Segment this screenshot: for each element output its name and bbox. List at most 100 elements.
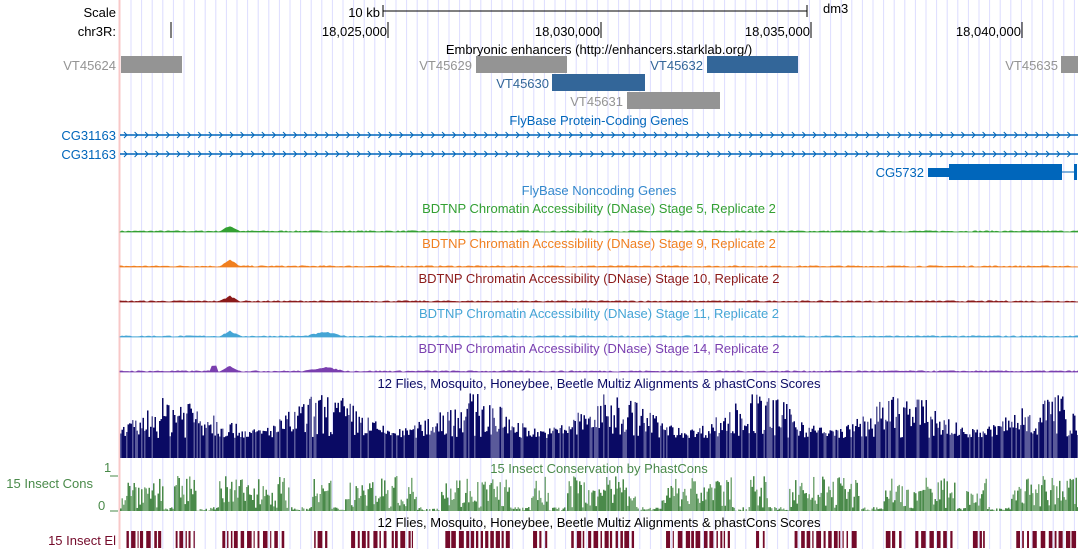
multiz-bar xyxy=(949,434,951,458)
multiz-bar xyxy=(408,434,410,458)
cons-bar xyxy=(808,494,810,511)
multiz-bar xyxy=(502,427,504,458)
cons-bar xyxy=(867,509,869,511)
gene-CG31163[interactable]: CG31163 xyxy=(61,128,1078,143)
multiz-bar xyxy=(601,422,603,458)
enhancer-feature[interactable]: VT45631 xyxy=(570,92,720,109)
multiz-bar xyxy=(430,430,432,458)
cons-bar xyxy=(750,479,752,511)
multiz-bar xyxy=(511,426,513,458)
cons-bar xyxy=(528,507,530,511)
track-title-enhancers[interactable]: Embryonic enhancers (http://enhancers.st… xyxy=(446,42,752,57)
cons-bar xyxy=(534,488,536,511)
cons-bar xyxy=(397,502,399,511)
track-title-coding-genes[interactable]: FlyBase Protein-Coding Genes xyxy=(509,113,689,128)
conserved-element xyxy=(943,531,947,548)
multiz-bar xyxy=(798,435,800,458)
cons-bar xyxy=(201,509,203,511)
track-title-dnase[interactable]: BDTNP Chromatin Accessibility (DNase) St… xyxy=(422,236,776,251)
track-title-dnase[interactable]: BDTNP Chromatin Accessibility (DNase) St… xyxy=(418,271,779,286)
cons-bar xyxy=(853,496,855,511)
multiz-bar xyxy=(555,428,557,458)
multiz-bar xyxy=(1012,427,1014,458)
conserved-element xyxy=(458,531,464,548)
multiz-bar xyxy=(741,418,743,458)
cons-bar xyxy=(1068,487,1070,511)
multiz-bar xyxy=(921,400,923,458)
cons-bar xyxy=(199,509,201,511)
track-title-elements[interactable]: 12 Flies, Mosquito, Honeybee, Beetle Mul… xyxy=(378,515,821,530)
multiz-bar xyxy=(556,429,558,458)
cons-bar xyxy=(175,485,177,511)
cons-bar xyxy=(1057,497,1059,511)
multiz-bar xyxy=(762,433,764,458)
multiz-bar xyxy=(976,429,978,458)
enhancer-feature[interactable]: VT45624 xyxy=(63,56,182,73)
multiz-bar xyxy=(384,432,386,458)
cons-bar xyxy=(438,510,440,511)
track-title-dnase[interactable]: BDTNP Chromatin Accessibility (DNase) St… xyxy=(422,201,776,216)
track-title-dnase[interactable]: BDTNP Chromatin Accessibility (DNase) St… xyxy=(419,306,779,321)
multiz-bar xyxy=(577,412,579,458)
cons-bar xyxy=(817,494,819,511)
cons-bar xyxy=(517,507,519,511)
cons-bar xyxy=(252,500,254,511)
cons-bar xyxy=(496,486,498,511)
cons-bar xyxy=(402,501,404,511)
multiz-bar xyxy=(654,418,656,458)
multiz-bar xyxy=(582,429,584,458)
multiz-bar xyxy=(523,427,525,458)
cons-bar xyxy=(151,490,153,511)
cons-bar xyxy=(379,496,381,511)
multiz-bar xyxy=(694,437,696,458)
cons-bar xyxy=(294,508,296,511)
multiz-bar xyxy=(615,427,617,458)
cons-bar xyxy=(486,489,488,511)
cons-bar xyxy=(691,478,693,511)
multiz-bar xyxy=(640,415,642,458)
multiz-bar xyxy=(594,419,596,458)
track-title-dnase[interactable]: BDTNP Chromatin Accessibility (DNase) St… xyxy=(418,341,779,356)
conserved-element xyxy=(806,531,811,548)
enhancer-feature[interactable]: VT45632 xyxy=(650,56,798,73)
track-title-multiz[interactable]: 12 Flies, Mosquito, Honeybee, Beetle Mul… xyxy=(378,376,821,391)
cons-bar xyxy=(421,509,423,511)
multiz-bar xyxy=(774,435,776,458)
cons-bar xyxy=(235,479,237,511)
multiz-bar xyxy=(187,404,189,458)
track-title-conservation[interactable]: 15 Insect Conservation by PhastCons xyxy=(490,461,708,476)
ruler-tick-label: 18,030,000 xyxy=(535,24,600,39)
multiz-bar xyxy=(952,434,954,458)
multiz-bar xyxy=(1074,415,1076,458)
multiz-bar xyxy=(651,432,653,458)
enhancer-feature[interactable]: VT45630 xyxy=(496,74,645,91)
multiz-bar xyxy=(969,434,971,458)
multiz-bar xyxy=(859,423,861,458)
cons-bar xyxy=(655,507,657,511)
multiz-bar xyxy=(232,433,234,458)
cons-bar xyxy=(1014,490,1016,511)
multiz-bar xyxy=(427,419,429,458)
cons-bar xyxy=(892,502,894,511)
cons-bar xyxy=(153,483,155,511)
multiz-bar xyxy=(291,431,293,458)
multiz-bar xyxy=(874,424,876,458)
enhancer-feature[interactable]: VT45635 xyxy=(1005,56,1078,73)
multiz-bar xyxy=(696,433,698,458)
gene-CG5732[interactable]: CG5732 xyxy=(876,164,1077,180)
multiz-bar xyxy=(994,426,996,458)
multiz-bar xyxy=(801,422,803,458)
multiz-bar xyxy=(466,408,468,458)
multiz-bar xyxy=(435,426,437,458)
multiz-bar xyxy=(1005,417,1007,458)
track-title-noncoding-genes[interactable]: FlyBase Noncoding Genes xyxy=(522,183,677,198)
cons-bar xyxy=(954,482,956,511)
gene-CG31163[interactable]: CG31163 xyxy=(61,147,1078,162)
conserved-element xyxy=(1071,531,1077,548)
multiz-bar xyxy=(1015,427,1017,458)
cons-bar xyxy=(798,494,800,511)
cons-bar xyxy=(633,497,635,511)
enhancer-feature[interactable]: VT45629 xyxy=(419,56,567,73)
multiz-bar xyxy=(565,430,567,458)
